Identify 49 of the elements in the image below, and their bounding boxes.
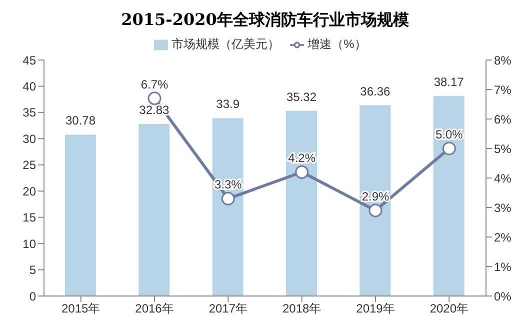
- y2-tick-label: 8%: [494, 53, 512, 68]
- bar: [138, 124, 170, 296]
- y2-tick-label: 2%: [494, 230, 512, 244]
- legend-label: 市场规模（亿美元）: [172, 37, 280, 51]
- point: [295, 165, 309, 179]
- data-label: 3.3%: [214, 178, 242, 192]
- chart-title: 2015-2020年全球消防车行业市场规模: [120, 9, 410, 31]
- legend-label: 增速（%）: [308, 37, 366, 51]
- data-label: 5.0%: [435, 128, 464, 142]
- y2-tick-label: 6%: [494, 112, 512, 126]
- point: [148, 92, 162, 106]
- bar: [286, 110, 317, 296]
- x-tick-label: 2017年: [208, 302, 248, 316]
- y2-tick-label: 4%: [494, 171, 512, 186]
- point: [368, 204, 382, 218]
- data-label: 35.32: [286, 90, 317, 104]
- y-tick-label: 25: [22, 158, 36, 172]
- y-tick-label: 40: [22, 79, 36, 94]
- x-tick-label: 2018年: [282, 302, 322, 316]
- y2-tick-label: 5%: [494, 142, 512, 156]
- x-tick-label: 2019年: [356, 302, 395, 316]
- point: [442, 142, 456, 156]
- x-tick-label: 2016年: [135, 302, 174, 316]
- y2-tick-label: 0%: [494, 289, 512, 304]
- y-tick-label: 20: [22, 184, 36, 198]
- data-label: 4.2%: [288, 151, 316, 166]
- data-label: 38.17: [434, 74, 464, 89]
- bar: [360, 105, 391, 296]
- y2-tick-label: 1%: [494, 260, 512, 274]
- y2-tick-label: 3%: [494, 200, 512, 215]
- x-tick-label: 2015年: [61, 302, 100, 316]
- data-label: 33.9: [216, 97, 240, 112]
- bar: [433, 96, 464, 296]
- y-tick-label: 0: [29, 289, 36, 304]
- point: [221, 192, 235, 206]
- y2-tick-label: 7%: [494, 82, 512, 97]
- y-tick-label: 10: [22, 236, 36, 251]
- y-tick-label: 35: [22, 106, 36, 120]
- bar: [65, 134, 96, 296]
- y-tick-label: 30: [22, 132, 36, 146]
- data-label: 6.7%: [140, 77, 168, 92]
- x-tick-label: 2020年: [430, 302, 469, 316]
- data-label: 36.36: [360, 84, 391, 98]
- data-label: 30.78: [65, 114, 96, 128]
- y-tick-label: 15: [22, 210, 36, 225]
- data-label: 2.9%: [362, 189, 390, 204]
- bar: [212, 118, 244, 296]
- y-tick-label: 5: [29, 263, 36, 278]
- y-tick-label: 45: [22, 53, 36, 68]
